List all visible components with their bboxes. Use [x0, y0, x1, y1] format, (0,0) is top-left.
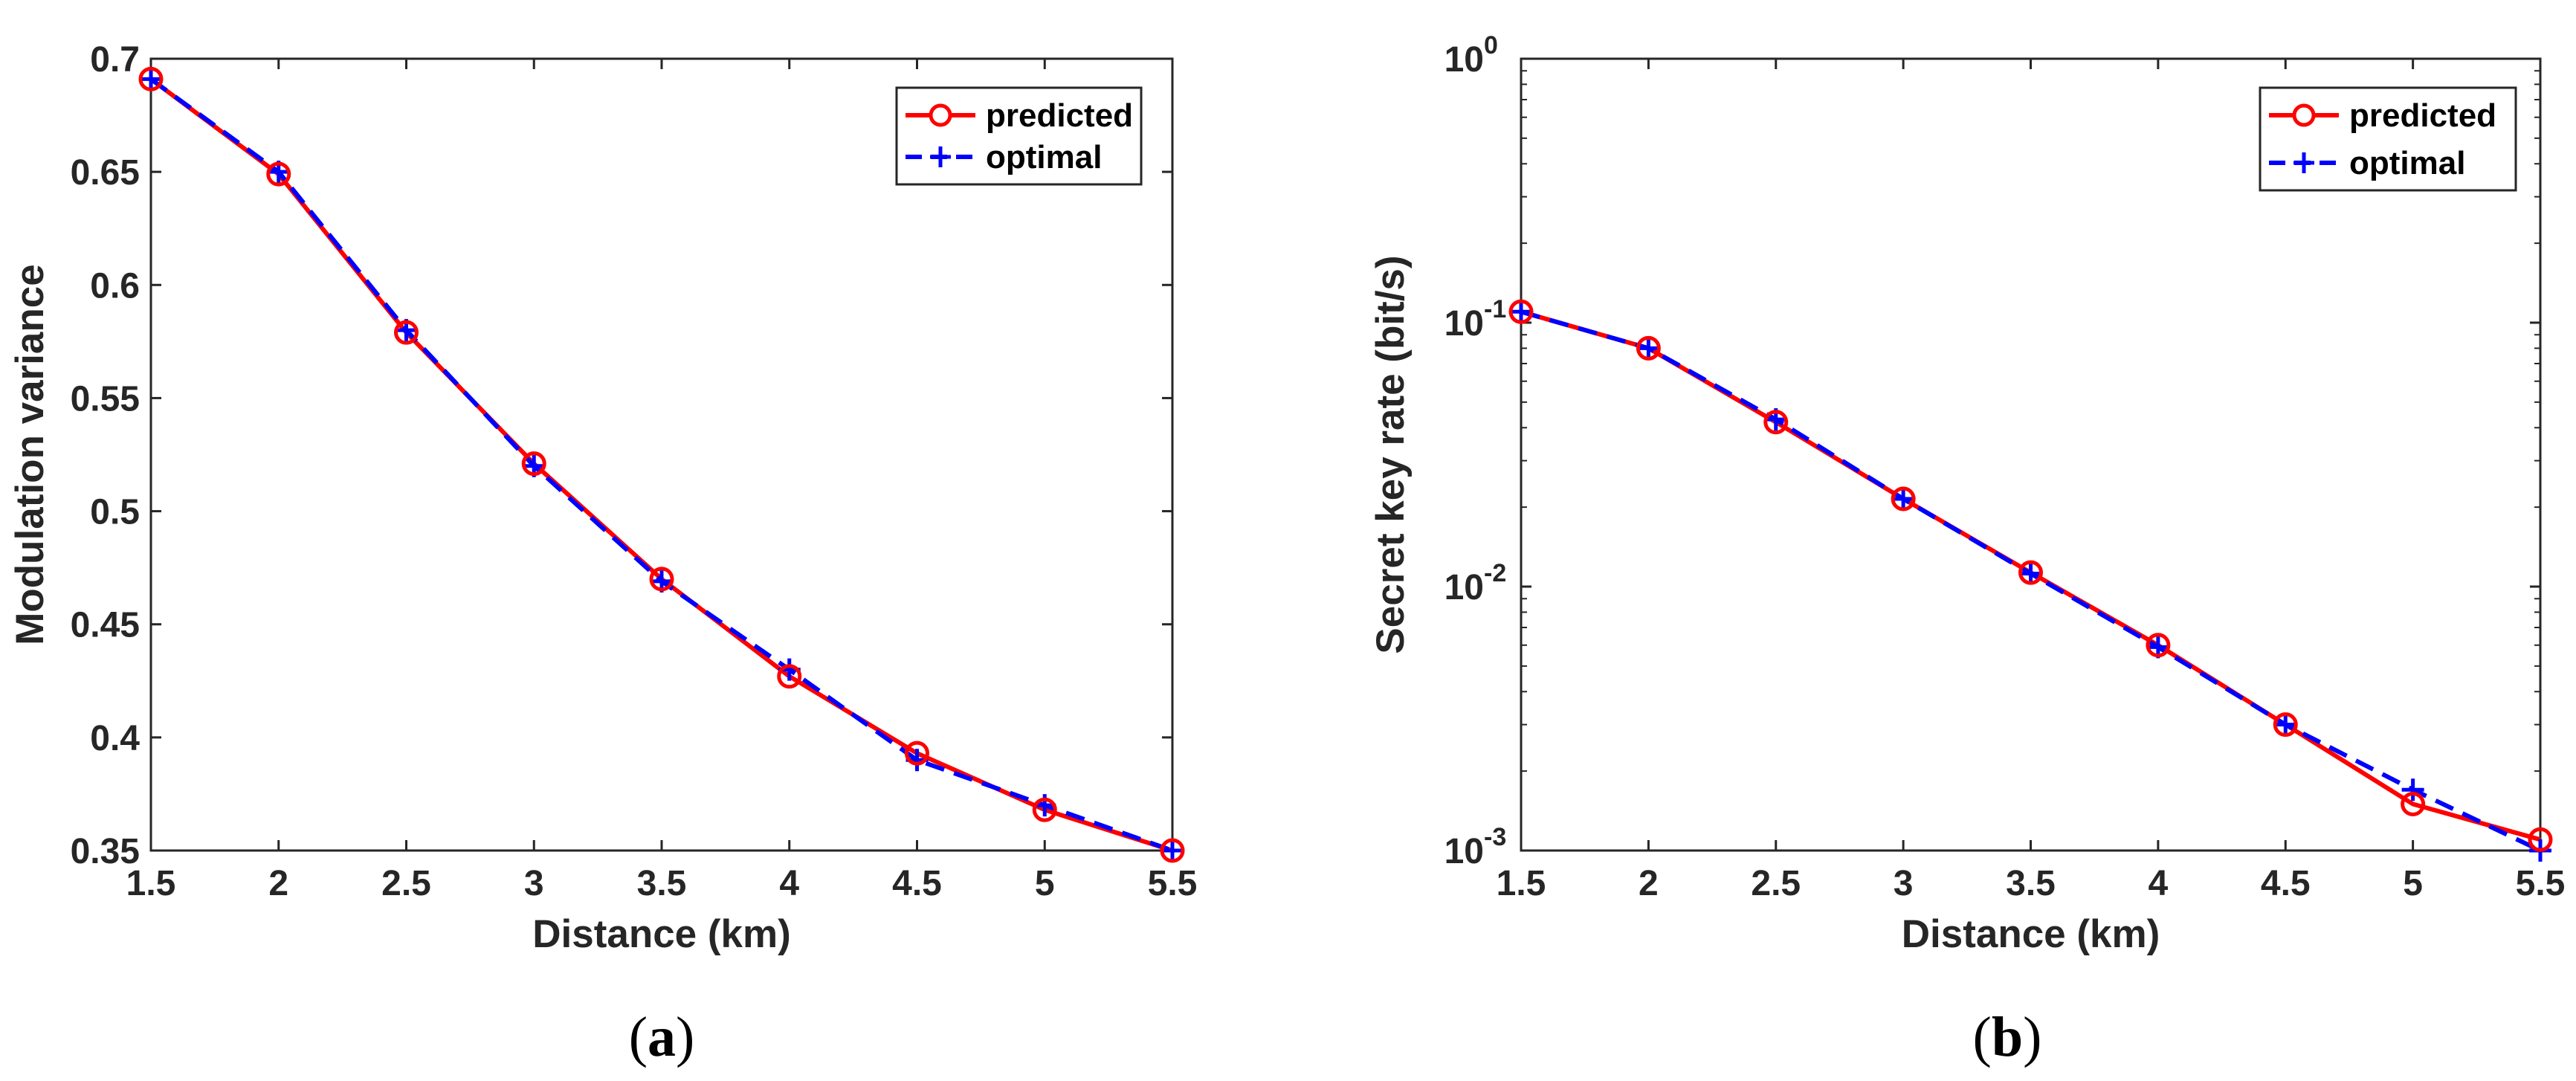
x-tick-label: 3.5 [2006, 864, 2056, 903]
caption-close: ) [2023, 1006, 2041, 1068]
predicted-point [2018, 560, 2043, 585]
predicted-point [2528, 827, 2553, 852]
optimal-point [1892, 487, 1915, 510]
predicted-point [2401, 791, 2426, 816]
x-tick-label: 3 [524, 864, 544, 903]
x-tick-label: 4 [2149, 864, 2169, 903]
y-tick-exponent: 0 [1484, 31, 1498, 59]
y-tick-base: 10 [1444, 40, 1484, 80]
legend-label-predicted: predicted [986, 97, 1133, 134]
optimal-point [1161, 839, 1184, 862]
predicted-point [905, 740, 929, 766]
chart-panel-a: 1.5 2 2.5 3 3.5 4 4.5 5 5.5 0.35 0.4 0.45 0.5 0.55 0.6… [8, 40, 1197, 1068]
legend-label-predicted: predicted [2349, 97, 2496, 134]
x-axis-label: Distance (km) [532, 912, 791, 956]
y-tick-label: 0.35 [71, 832, 140, 871]
x-tick-label: 2.5 [381, 864, 431, 903]
x-tick-label: 2 [1639, 864, 1659, 903]
y-tick-label: 0.7 [90, 40, 140, 80]
x-tick-label: 4.5 [892, 864, 942, 903]
predicted-point [138, 66, 164, 91]
y-tick-label: 100 [1444, 31, 1498, 80]
panel-caption: (b) [1973, 1006, 2042, 1068]
x-tick-label: 5 [1035, 864, 1055, 903]
x-tick-label: 1.5 [1497, 864, 1546, 903]
y-axis-label: Secret key rate (bit/s) [1369, 255, 1413, 654]
y-tick-label: 10-1 [1444, 295, 1507, 343]
legend-marker-predicted [2292, 103, 2316, 127]
predicted-point [1891, 486, 1916, 512]
predicted-point [777, 664, 802, 689]
optimal-point [2401, 778, 2424, 801]
optimal-point [2274, 713, 2297, 736]
y-tick-label: 10-2 [1444, 559, 1507, 607]
predicted-point [1763, 410, 1789, 435]
y-tick-label: 0.4 [90, 719, 140, 758]
caption-close: ) [676, 1006, 694, 1068]
y-tick-exponent: -1 [1484, 295, 1506, 323]
optimal-point [1637, 337, 1660, 360]
optimal-point [140, 68, 162, 91]
y-axis-label: Modulation variance [8, 264, 52, 645]
y-tick-label: 0.5 [90, 493, 140, 532]
y-tick-label: 0.45 [71, 606, 140, 645]
y-tick-base: 10 [1444, 568, 1484, 607]
x-tick-label: 5.5 [2516, 864, 2566, 903]
y-tick-base: 10 [1444, 304, 1484, 343]
legend-marker-optimal [2293, 152, 2314, 173]
legend-box [895, 86, 1143, 186]
legend-marker-predicted [929, 103, 952, 127]
x-tick-label: 4 [779, 864, 799, 903]
optimal-point [2019, 562, 2042, 585]
predicted-point [521, 451, 546, 477]
legend-marker-optimal [930, 146, 951, 167]
x-tick-label: 5 [2403, 864, 2423, 903]
predicted-point [1160, 838, 1185, 863]
predicted-point [1508, 299, 1534, 324]
legend-label-optimal: optimal [986, 139, 1102, 175]
caption-letter: b [1992, 1006, 2023, 1068]
y-tick-label: 0.6 [90, 266, 140, 306]
caption-letter: a [648, 1006, 676, 1068]
chart-panel-b: 1.5 2 2.5 3 3.5 4 4.5 5 5.510-310-210-1100Distan… [1369, 31, 2565, 1068]
x-tick-label: 4.5 [2261, 864, 2311, 903]
x-tick-label: 1.5 [126, 864, 176, 903]
predicted-point [2146, 633, 2171, 658]
y-tick-base: 10 [1444, 832, 1484, 871]
y-tick-label: 0.55 [71, 379, 140, 419]
predicted-point [1032, 797, 1057, 822]
caption-open: ( [629, 1006, 648, 1068]
predicted-point [2273, 712, 2298, 738]
caption-open: ( [1973, 1006, 1992, 1068]
predicted-point [649, 567, 674, 592]
panel-caption: (a) [629, 1006, 695, 1068]
predicted-point [394, 320, 419, 345]
x-tick-label: 5.5 [1148, 864, 1198, 903]
legend-label-optimal: optimal [2349, 145, 2465, 181]
plot-area [149, 57, 1174, 852]
x-tick-label: 3.5 [637, 864, 687, 903]
y-tick-exponent: -2 [1484, 559, 1506, 587]
x-tick-label: 2 [268, 864, 288, 903]
x-tick-label: 2.5 [1751, 864, 1801, 903]
x-tick-label: 3 [1894, 864, 1914, 903]
x-axis-label: Distance (km) [1902, 912, 2160, 956]
optimal-point [1510, 300, 1532, 323]
predicted-point [1636, 335, 1661, 361]
y-tick-label: 0.65 [71, 153, 140, 193]
legend: predicted optimal [2259, 86, 2517, 192]
predicted-point [266, 161, 291, 187]
y-tick-exponent: -3 [1484, 823, 1506, 851]
legend: predicted optimal [895, 86, 1143, 186]
y-tick-label: 10-3 [1444, 823, 1507, 871]
